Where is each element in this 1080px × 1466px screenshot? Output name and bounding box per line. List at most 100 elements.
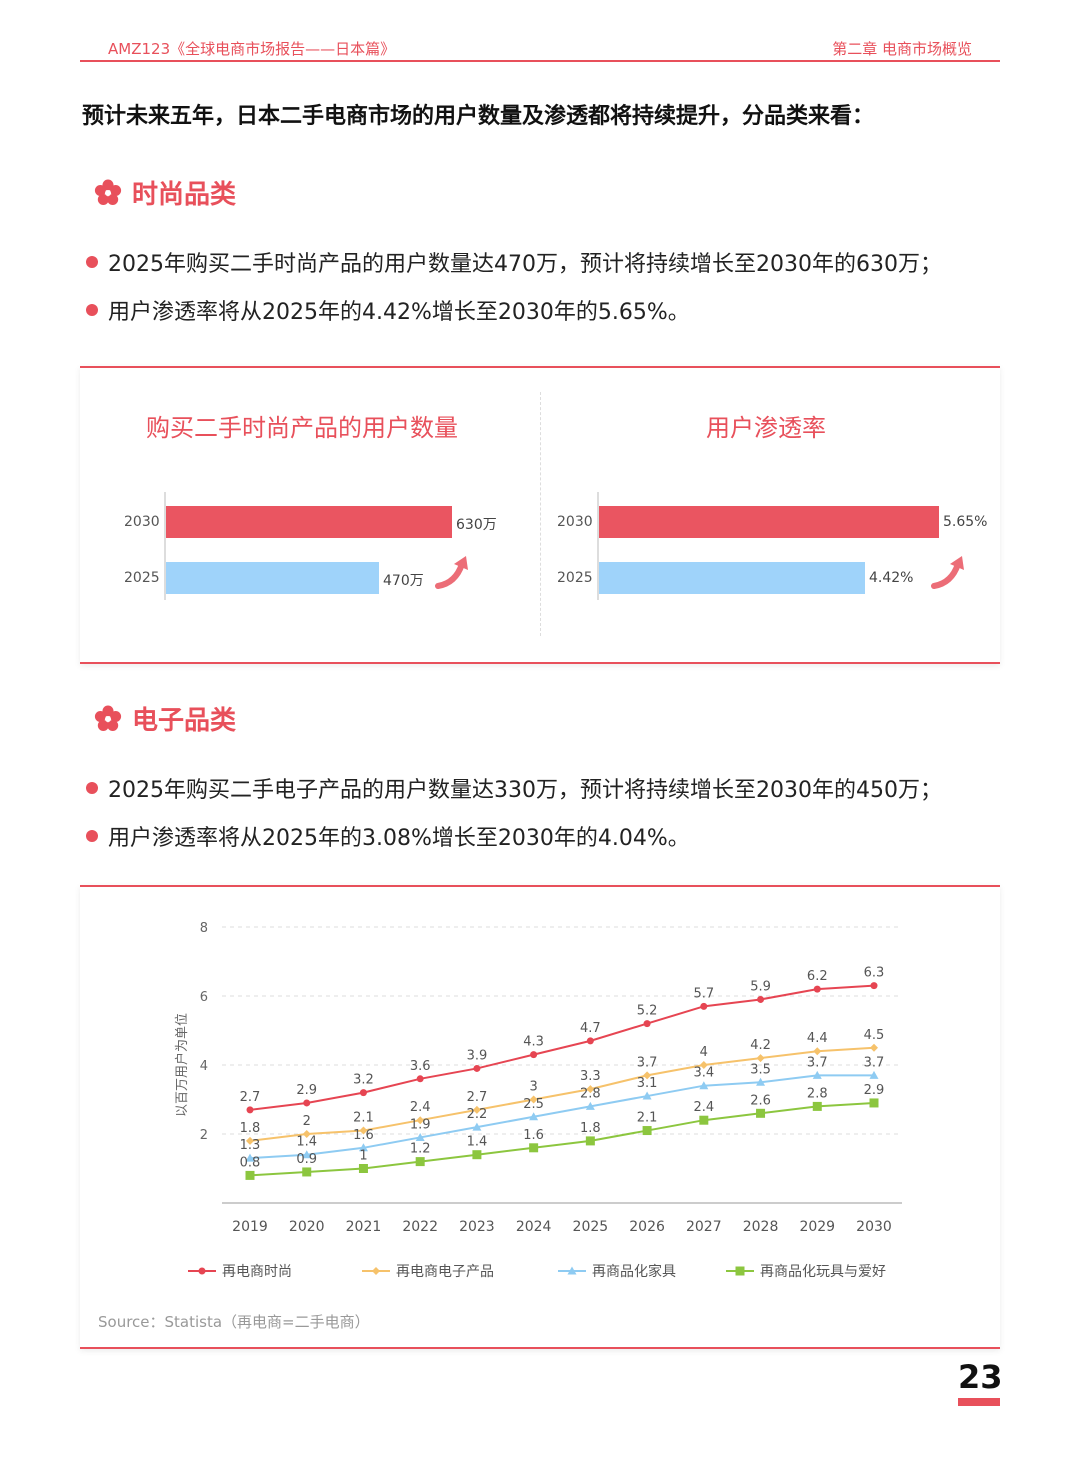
sakura-icon [94,179,122,205]
data-label: 5.7 [693,986,714,1001]
data-label: 3.6 [410,1059,431,1074]
data-point [870,982,878,990]
data-label: 3.2 [353,1073,374,1088]
data-point [869,1098,879,1108]
x-tick-label: 2019 [232,1219,268,1235]
bullet-dot [86,304,98,316]
data-label: 3.5 [750,1062,771,1077]
intro-text: 预计未来五年，日本二手电商市场的用户数量及渗透都将持续提升，分品类来看： [82,104,875,129]
data-label: 2.7 [467,1090,488,1105]
data-point [700,1002,708,1010]
legend-marker [372,1267,380,1275]
data-point [812,1070,822,1079]
data-point [302,1150,312,1159]
bar-value-label: 470万 [383,573,424,589]
data-point [643,1071,652,1080]
data-point [358,1164,368,1173]
x-tick-label: 2025 [573,1219,609,1235]
series-line-2 [249,1046,875,1142]
data-label: 1.6 [523,1128,544,1143]
x-tick-label: 2024 [516,1219,552,1235]
data-label: 2.2 [467,1107,488,1122]
data-label: 1.8 [240,1121,261,1136]
data-point [359,1126,368,1135]
data-point [699,1081,709,1090]
data-point [472,1122,482,1131]
bar-category-label: 2025 [124,570,160,586]
bar-2025-penetration [599,562,865,594]
section-title-label: 时尚品类 [132,180,237,210]
bar-category-label: 2030 [124,514,160,530]
data-label: 3.9 [467,1048,488,1063]
chapter-title: 第二章 电商市场概览 [832,40,972,58]
data-label: 4.5 [864,1028,885,1043]
bar-value-label: 4.42% [869,570,914,586]
data-point [246,1106,254,1114]
bullet-text: 用户渗透率将从2025年的4.42%增长至2030年的5.65%。 [108,300,690,325]
x-tick-label: 2028 [743,1219,779,1235]
data-label: 0.9 [296,1152,317,1167]
data-point [416,1075,424,1083]
data-point [642,1126,652,1136]
data-label: 6.2 [807,969,828,984]
data-label: 3.1 [637,1076,658,1091]
data-label: 1 [359,1149,367,1164]
data-point [472,1150,482,1160]
data-label: 1.6 [353,1128,374,1143]
data-label: 2.4 [410,1100,431,1115]
line-chart-card: 2 4 6 8 2019 2020 2021 2022 2023 2024 2025 2026 2027… [80,885,1000,1349]
x-tick-label: 2022 [402,1219,438,1235]
legend-marker [567,1266,577,1275]
data-label: 3.7 [807,1055,828,1070]
data-point [416,1116,425,1125]
data-label: 1.8 [580,1121,601,1136]
data-label: 4.2 [750,1038,771,1053]
x-tick-label: 2027 [686,1219,722,1235]
data-point [245,1153,255,1162]
data-label: 4.3 [523,1035,544,1050]
data-point [529,1143,539,1153]
data-label: 2.1 [637,1111,658,1126]
data-label: 2.8 [807,1086,828,1101]
data-point [246,1136,254,1145]
sakura-icon [94,705,122,731]
data-label: 2.5 [523,1097,544,1112]
data-label: 1.2 [410,1142,431,1157]
chart-title-users: 购买二手时尚产品的用户数量 [146,414,458,442]
data-label: 4 [700,1045,708,1060]
data-label: 1.4 [296,1135,317,1150]
page-number: 23 [958,1358,1003,1396]
bullet-item: 2025年购买二手时尚产品的用户数量达470万，预计将持续增长至2030年的63… [86,246,942,278]
data-point [302,1167,312,1177]
data-label: 5.9 [750,979,771,994]
data-point [586,1037,594,1045]
data-point [699,1061,708,1069]
section-title-fashion: 时尚品类 [94,174,236,211]
bullet-text: 2025年购买二手时尚产品的用户数量达470万，预计将持续增长至2030年的63… [108,252,942,277]
bullet-text: 2025年购买二手电子产品的用户数量达330万，预计将持续增长至2030年的45… [108,778,942,803]
bullet-text: 用户渗透率将从2025年的3.08%增长至2030年的4.04%。 [108,826,690,851]
data-point [869,1070,879,1079]
x-tick-label: 2030 [856,1219,892,1235]
y-axis-label: 以百万用户为单位 [174,1013,190,1117]
section-title-label: 电子品类 [132,706,237,736]
data-label: 2.6 [750,1093,771,1108]
bar-2030-users [166,506,452,538]
legend-label: 再商品化家具 [592,1263,676,1280]
data-point [585,1101,595,1110]
data-point [643,1020,651,1028]
data-label: 3.7 [637,1055,658,1070]
bar-axis [597,492,599,600]
data-point [756,1077,766,1086]
report-title: AMZ123《全球电商市场报告——日本篇》 [108,40,396,58]
line-chart: 2 4 6 8 2019 2020 2021 2022 2023 2024 2025 2026 2027… [174,921,902,1280]
x-tick-label: 2021 [346,1219,382,1235]
data-label: 0.8 [240,1155,261,1170]
data-point [756,1054,765,1063]
section-title-electronics: 电子品类 [94,700,236,737]
page-number-bar [958,1398,1000,1406]
data-point [585,1136,595,1146]
data-point [303,1099,311,1107]
data-point [812,1101,822,1111]
data-label: 3 [529,1080,537,1095]
